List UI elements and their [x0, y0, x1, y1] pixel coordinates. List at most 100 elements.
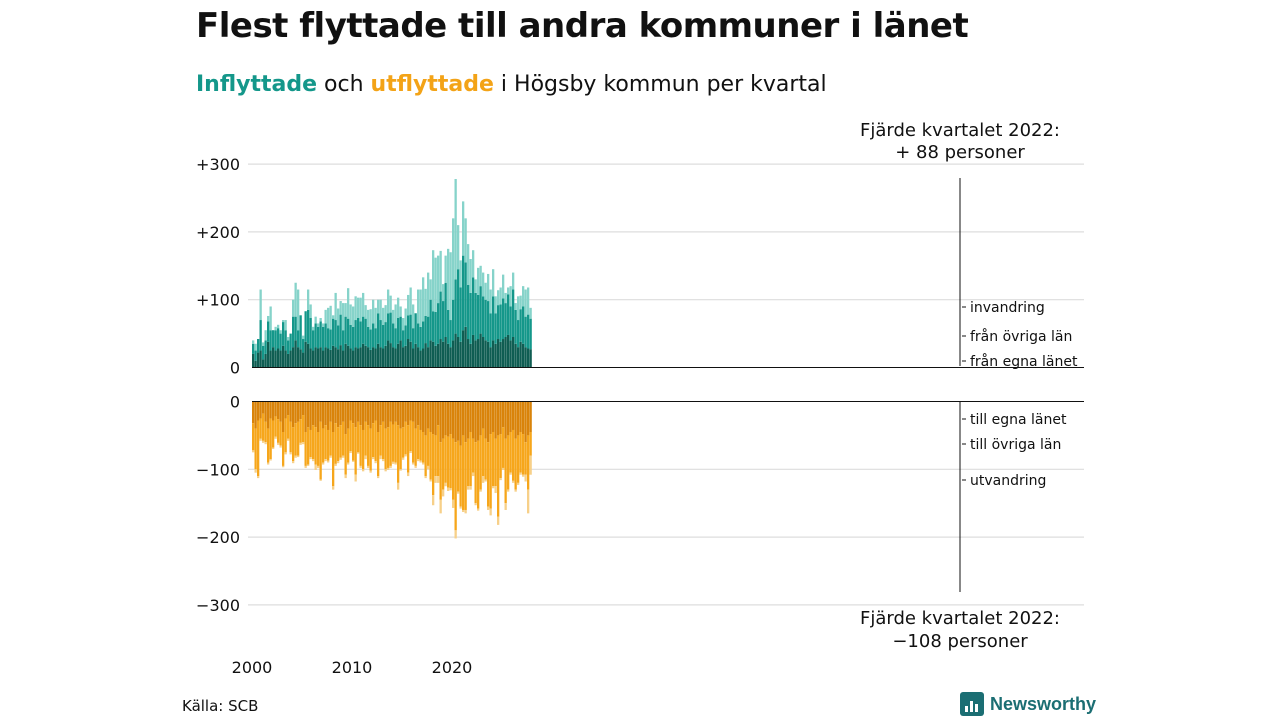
bar-in-egna-lanet [392, 347, 395, 368]
bar-in-ovriga-lan [407, 315, 410, 340]
bar-in-ovriga-lan [454, 279, 457, 334]
bar-ut-utvandring [322, 462, 325, 465]
bar-ut-ovriga-lan [357, 421, 360, 453]
bar-ut-utvandring [294, 455, 297, 458]
bar-in-ovriga-lan [274, 330, 277, 351]
bar-ut-utvandring [282, 465, 285, 468]
bar-in-invandring [409, 287, 412, 315]
bar-ut-egna-lanet [362, 401, 365, 430]
bar-ut-ovriga-lan [384, 428, 387, 470]
bar-ut-utvandring [469, 486, 472, 490]
bar-ut-utvandring [494, 486, 497, 494]
bar-ut-ovriga-lan [342, 421, 345, 456]
bar-ut-utvandring [414, 465, 417, 468]
bar-in-egna-lanet [369, 349, 372, 368]
bar-in-invandring [452, 218, 455, 300]
bar-ut-ovriga-lan [299, 419, 302, 443]
bar-ut-egna-lanet [289, 401, 292, 422]
bar-in-ovriga-lan [324, 323, 327, 348]
bar-ut-egna-lanet [397, 401, 400, 426]
bar-in-invandring [372, 299, 375, 324]
bar-in-ovriga-lan [292, 316, 295, 348]
bar-ut-egna-lanet [469, 401, 472, 433]
bar-in-invandring [457, 225, 460, 270]
bar-ut-utvandring [407, 472, 410, 477]
bar-ut-utvandring [389, 465, 392, 468]
bar-in-ovriga-lan [444, 282, 447, 337]
bar-ut-ovriga-lan [327, 429, 330, 461]
bar-in-ovriga-lan [352, 326, 355, 351]
bar-in-invandring [389, 295, 392, 313]
bar-ut-utvandring [364, 455, 367, 460]
bar-ut-utvandring [489, 508, 492, 516]
bar-in-egna-lanet [342, 350, 345, 368]
bar-in-invandring [512, 272, 515, 290]
bar-ut-utvandring [252, 450, 255, 453]
bar-ut-utvandring [377, 476, 380, 479]
bar-in-ovriga-lan [449, 320, 452, 348]
bar-in-ovriga-lan [344, 316, 347, 344]
bar-in-invandring [507, 287, 510, 295]
bar-in-ovriga-lan [347, 318, 350, 346]
bar-in-ovriga-lan [354, 320, 357, 348]
bar-ut-utvandring [437, 476, 440, 483]
bar-ut-egna-lanet [432, 401, 435, 435]
bar-in-invandring [502, 274, 505, 299]
bar-ut-ovriga-lan [502, 427, 505, 468]
bar-ut-egna-lanet [387, 401, 390, 428]
bar-ut-ovriga-lan [522, 434, 525, 475]
bar-ut-utvandring [439, 499, 442, 514]
bar-in-ovriga-lan [402, 330, 405, 348]
bar-in-invandring [252, 340, 255, 344]
annotation-bottom-line2: −108 personer [892, 631, 1028, 652]
bar-in-ovriga-lan [459, 287, 462, 342]
bar-in-invandring [529, 307, 532, 319]
bar-in-egna-lanet [379, 347, 382, 368]
bar-ut-egna-lanet [514, 401, 517, 439]
bar-in-egna-lanet [437, 343, 440, 368]
bar-ut-egna-lanet [429, 401, 432, 433]
bar-in-egna-lanet [482, 336, 485, 368]
bar-in-ovriga-lan [342, 330, 345, 351]
bar-in-ovriga-lan [477, 294, 480, 340]
bar-in-ovriga-lan [389, 312, 392, 344]
bar-in-ovriga-lan [369, 329, 372, 350]
bar-ut-utvandring [357, 452, 360, 454]
y-tick-top: 0 [230, 359, 240, 378]
bar-in-egna-lanet [319, 347, 322, 368]
y-tick-top: +300 [196, 155, 240, 174]
bar-in-ovriga-lan [417, 323, 420, 348]
bar-in-egna-lanet [487, 341, 490, 368]
bar-in-egna-lanet [457, 336, 460, 368]
bar-ut-utvandring [384, 469, 387, 472]
bar-ut-egna-lanet [412, 401, 415, 422]
bar-in-ovriga-lan [269, 330, 272, 351]
utflyttade-bars [252, 401, 532, 539]
bar-ut-ovriga-lan [494, 438, 497, 487]
bar-in-egna-lanet [329, 349, 332, 368]
y-tick-bottom: −200 [196, 528, 240, 547]
bar-ut-utvandring [429, 479, 432, 482]
bar-in-egna-lanet [412, 348, 415, 368]
bar-ut-egna-lanet [372, 401, 375, 424]
bar-in-invandring [379, 299, 382, 321]
bar-ut-ovriga-lan [287, 415, 290, 439]
bar-ut-ovriga-lan [444, 435, 447, 483]
bar-ut-egna-lanet [302, 401, 305, 416]
bar-ut-utvandring [447, 487, 450, 491]
bar-ut-utvandring [332, 486, 335, 490]
bar-in-ovriga-lan [427, 316, 430, 348]
bar-ut-ovriga-lan [352, 423, 355, 461]
bar-in-invandring [394, 304, 397, 329]
bar-ut-ovriga-lan [292, 427, 295, 462]
bar-ut-egna-lanet [357, 401, 360, 422]
bar-ut-utvandring [507, 489, 510, 492]
bar-ut-egna-lanet [307, 401, 310, 428]
bar-ut-ovriga-lan [282, 432, 285, 466]
bar-in-ovriga-lan [469, 292, 472, 344]
bar-ut-egna-lanet [292, 401, 295, 428]
bar-in-ovriga-lan [527, 314, 530, 349]
bar-in-ovriga-lan [257, 339, 260, 353]
bar-in-invandring [444, 255, 447, 283]
bar-in-ovriga-lan [412, 328, 415, 349]
